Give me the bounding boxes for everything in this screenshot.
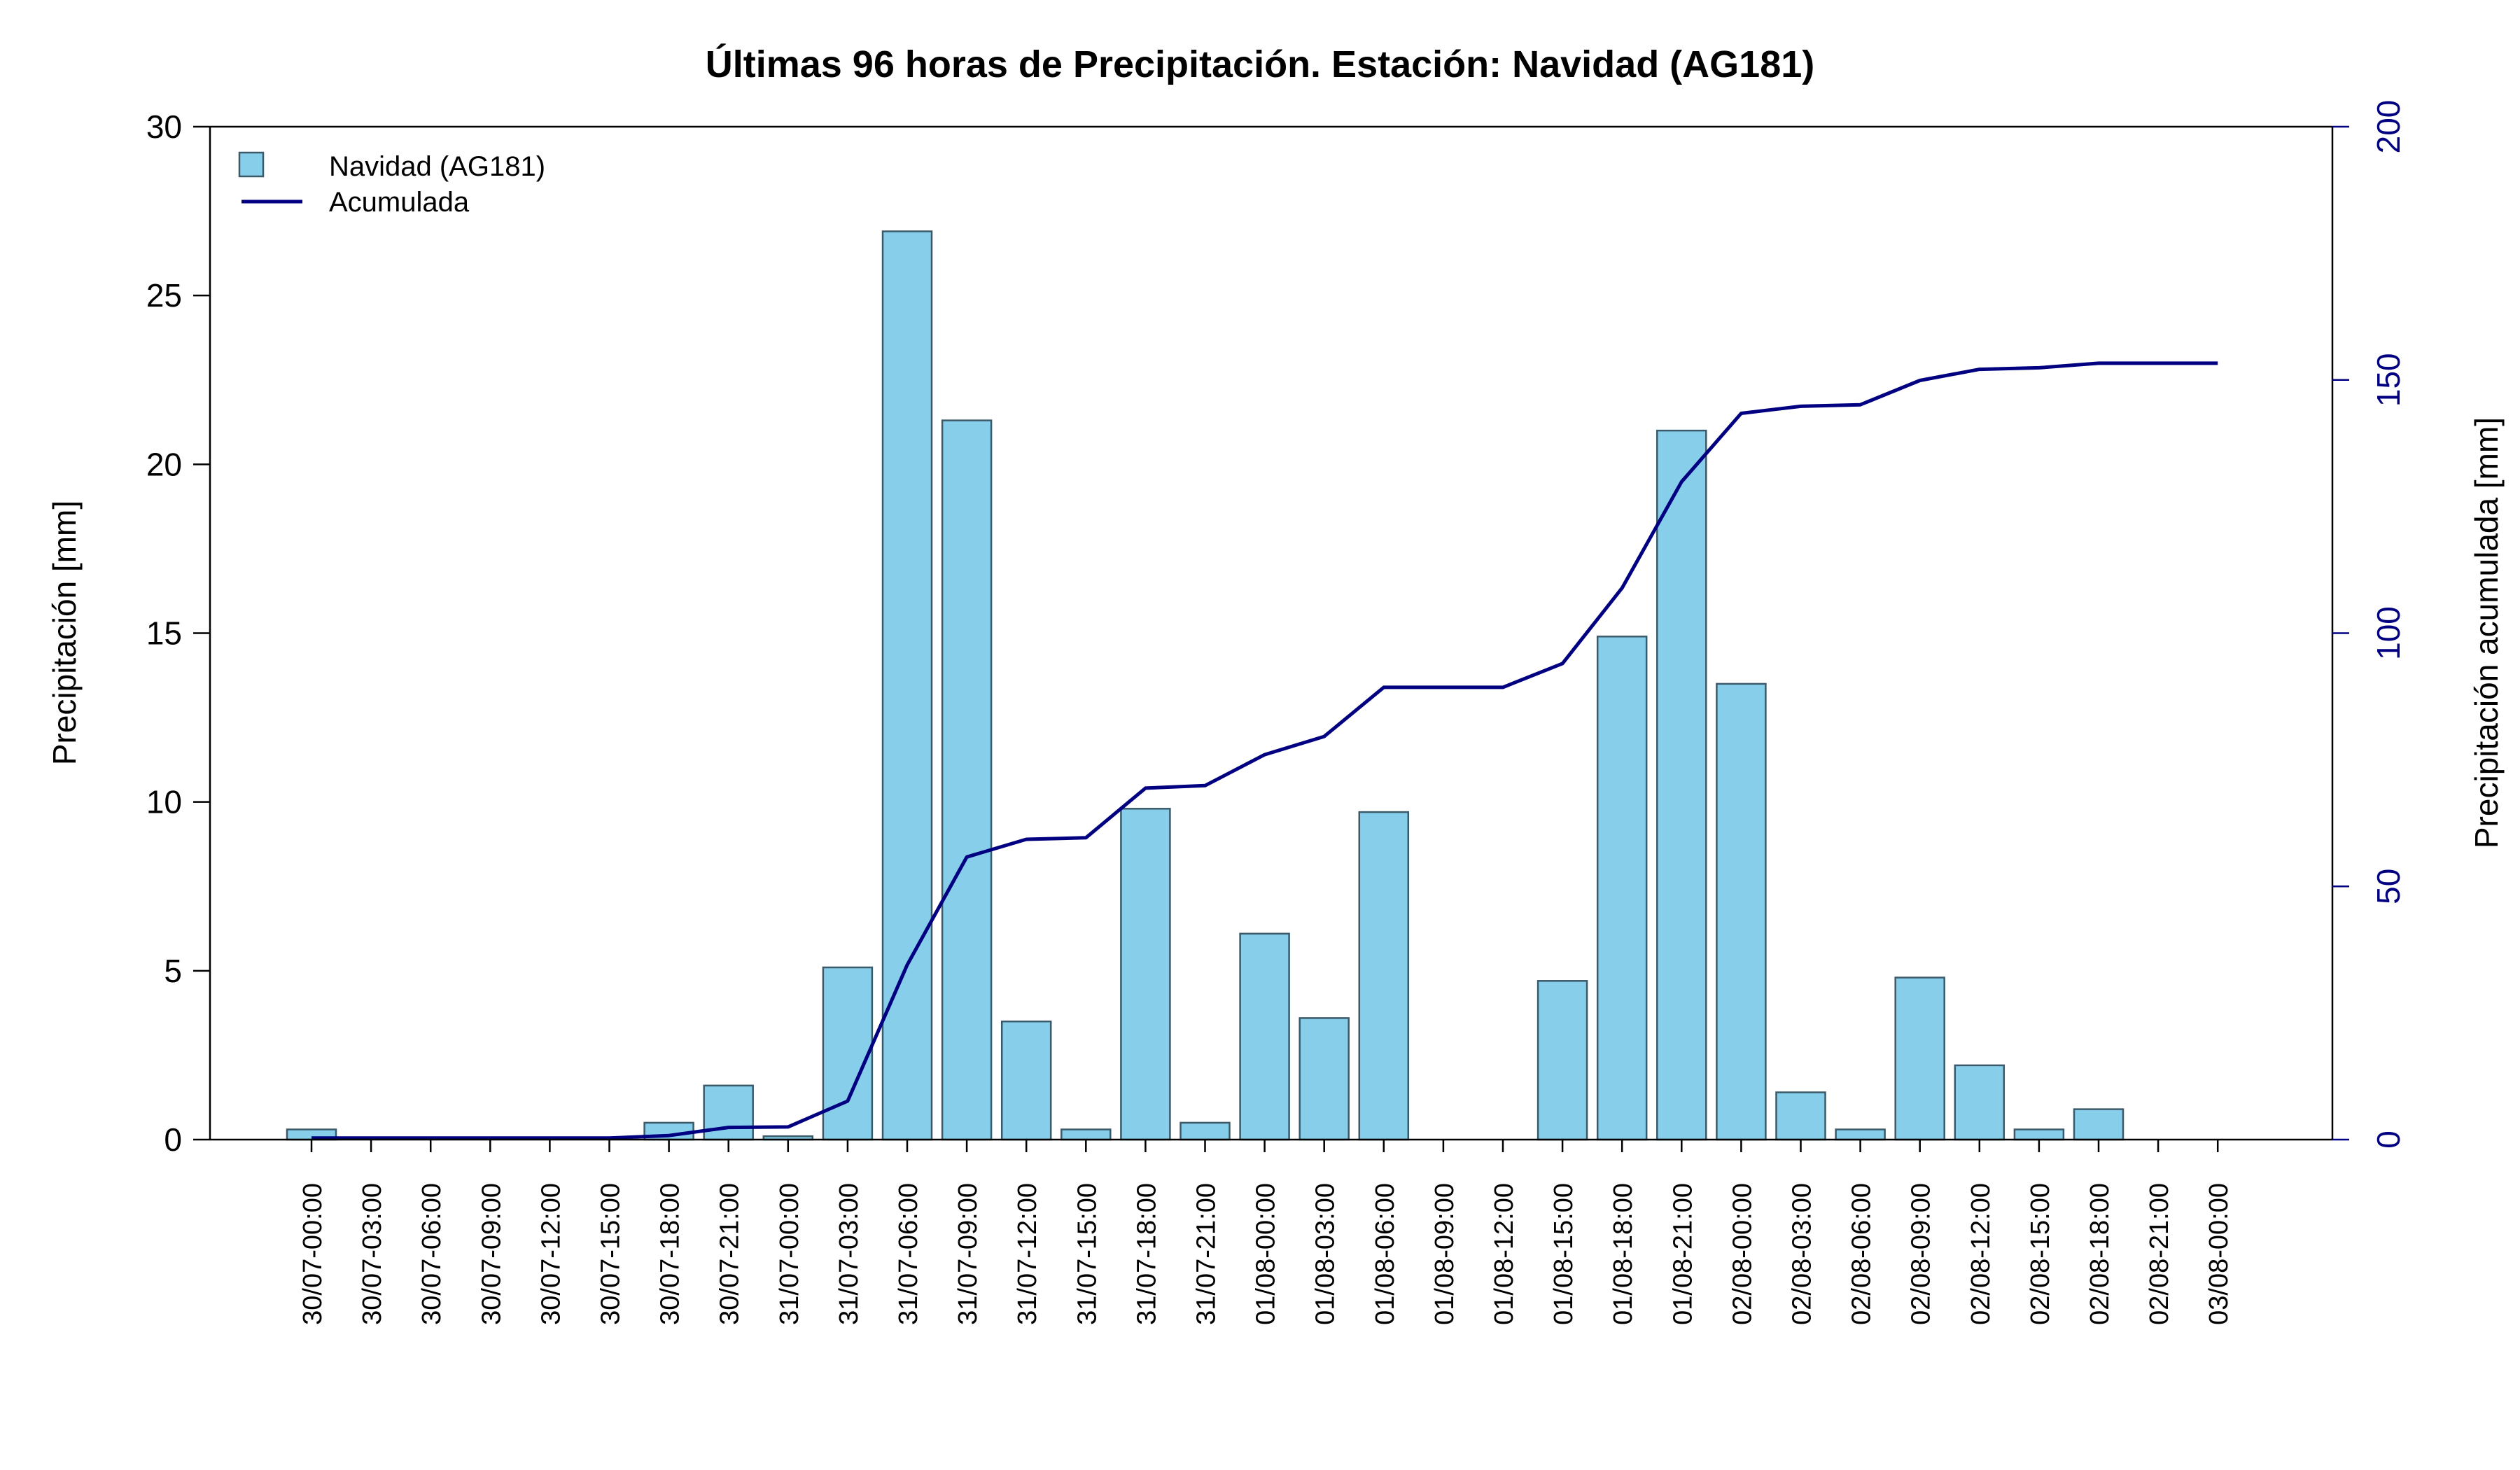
bar-02/08-00:00 <box>1716 682 1767 1141</box>
x-tick-label: 01/08-03:00 <box>1311 1183 1340 1325</box>
left-tick-label: 30 <box>146 108 182 145</box>
x-tick-label: 31/07-15:00 <box>1072 1183 1102 1325</box>
bar-02/08-18:00 <box>2073 1108 2124 1141</box>
x-tick-label: 02/08-06:00 <box>1847 1183 1877 1325</box>
x-tick-label: 03/08-00:00 <box>2204 1183 2234 1325</box>
left-tick-label: 10 <box>146 784 182 820</box>
bar-02/08-15:00 <box>2013 1128 2065 1141</box>
x-tick-label: 30/07-18:00 <box>656 1183 685 1325</box>
bar-01/08-00:00 <box>1239 932 1290 1141</box>
chart-title: Últimas 96 horas de Precipitación. Estac… <box>706 43 1815 85</box>
bar-31/07-12:00 <box>1000 1020 1052 1141</box>
legend-bar-label: Navidad (AG181) <box>329 151 545 182</box>
cumulative-line <box>312 361 2218 1140</box>
x-tick-label: 02/08-12:00 <box>1966 1183 1996 1325</box>
left-tick-label: 25 <box>146 277 182 314</box>
x-tick-label: 02/08-21:00 <box>2145 1183 2174 1325</box>
bar-02/08-09:00 <box>1894 976 1945 1141</box>
x-tick-label: 02/08-09:00 <box>1907 1183 1936 1325</box>
bar-01/08-06:00 <box>1358 811 1410 1141</box>
x-tick-label: 31/07-18:00 <box>1132 1183 1161 1325</box>
bar-31/07-09:00 <box>941 419 993 1141</box>
left-y-axis: 0 5 10 15 20 25 30 <box>146 108 211 1158</box>
y-axis-label: Precipitación [mm] <box>46 500 83 765</box>
left-tick-label: 0 <box>164 1121 182 1158</box>
right-tick-label: 50 <box>2370 869 2407 904</box>
bar-02/08-03:00 <box>1775 1091 1826 1141</box>
right-tick-label: 150 <box>2370 353 2407 407</box>
right-tick-label: 100 <box>2370 606 2407 660</box>
bar-31/07-21:00 <box>1180 1121 1231 1141</box>
x-tick-label: 02/08-00:00 <box>1728 1183 1757 1325</box>
legend: Navidad (AG181) Acumulada <box>238 151 545 218</box>
bar-02/08-12:00 <box>1954 1064 2005 1141</box>
left-tick-label: 15 <box>146 615 182 652</box>
x-tick-label: 01/08-15:00 <box>1549 1183 1578 1325</box>
x-tick-label: 31/07-12:00 <box>1013 1183 1042 1325</box>
x-tick-label: 30/07-09:00 <box>477 1183 506 1325</box>
bar-31/07-03:00 <box>822 966 874 1141</box>
bar-01/08-15:00 <box>1536 980 1588 1141</box>
y2-axis-label: Precipitación acumulada [mm] <box>2468 417 2505 848</box>
x-tick-label: 31/07-06:00 <box>894 1183 923 1325</box>
x-tick-label: 01/08-12:00 <box>1490 1183 1519 1325</box>
bar-01/08-03:00 <box>1298 1017 1350 1141</box>
bar-01/08-21:00 <box>1656 429 1707 1141</box>
bar-02/08-06:00 <box>1835 1128 1886 1141</box>
bar-01/08-18:00 <box>1596 636 1648 1141</box>
x-tick-label: 31/07-21:00 <box>1192 1183 1222 1325</box>
x-tick-label: 02/08-18:00 <box>2085 1183 2115 1325</box>
x-tick-label: 31/07-00:00 <box>775 1183 804 1325</box>
x-tick-label: 30/07-06:00 <box>417 1183 447 1325</box>
x-axis: 30/07-00:00 30/07-03:00 30/07-06:00 30/07-0… <box>298 1140 2234 1325</box>
legend-line-label: Acumulada <box>329 187 470 218</box>
x-tick-label: 02/08-03:00 <box>1788 1183 1817 1325</box>
bar-series <box>286 230 2124 1141</box>
bar-31/07-18:00 <box>1120 808 1171 1141</box>
x-tick-label: 30/07-15:00 <box>596 1183 626 1325</box>
legend-bar-swatch <box>238 151 265 178</box>
x-tick-label: 30/07-00:00 <box>298 1183 328 1325</box>
right-tick-label: 0 <box>2370 1130 2407 1149</box>
x-tick-label: 30/07-12:00 <box>536 1183 566 1325</box>
x-tick-label: 31/07-09:00 <box>953 1183 983 1325</box>
x-tick-label: 02/08-15:00 <box>2026 1183 2055 1325</box>
x-tick-label: 30/07-21:00 <box>715 1183 745 1325</box>
right-y-axis: 0 50 100 150 200 <box>2331 100 2407 1149</box>
left-tick-label: 20 <box>146 446 182 482</box>
x-tick-label: 01/08-18:00 <box>1609 1183 1638 1325</box>
x-tick-label: 31/07-03:00 <box>834 1183 864 1325</box>
x-tick-label: 01/08-09:00 <box>1430 1183 1460 1325</box>
x-tick-label: 01/08-06:00 <box>1371 1183 1400 1325</box>
bar-31/07-15:00 <box>1060 1128 1112 1141</box>
x-tick-label: 01/08-00:00 <box>1252 1183 1281 1325</box>
x-tick-label: 30/07-03:00 <box>358 1183 387 1325</box>
cumulative-series <box>312 361 2218 1140</box>
right-tick-label: 200 <box>2370 100 2407 154</box>
x-tick-label: 01/08-21:00 <box>1668 1183 1698 1325</box>
left-tick-label: 5 <box>164 953 182 989</box>
